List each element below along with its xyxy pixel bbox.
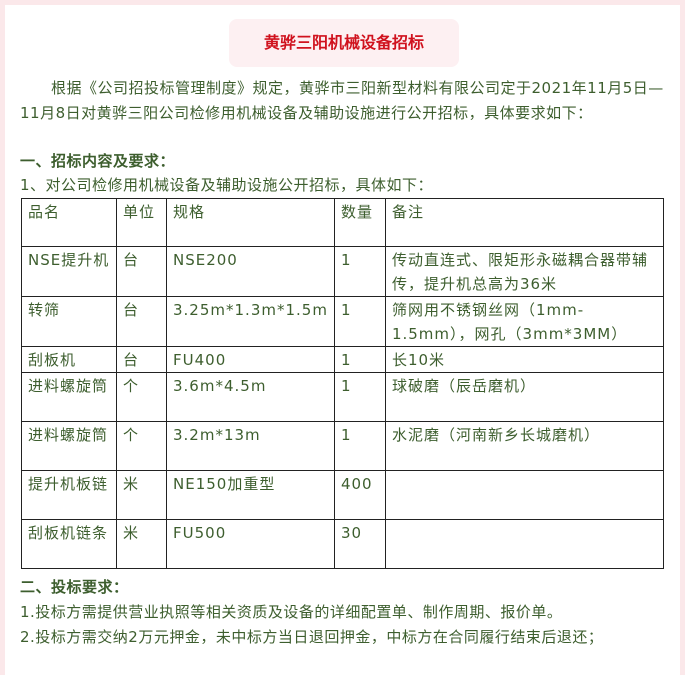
doc-title: 黄骅三阳机械设备招标 (263, 33, 424, 52)
table-cell: NSE200 (166, 246, 335, 297)
header-cell: 备注 (384, 198, 665, 247)
header-cell: 品名 (21, 198, 117, 247)
intro-paragraph: 根据《公司招投标管理制度》规定，黄骅市三阳新型材料有限公司定于2021年11月5… (20, 79, 664, 122)
table-row: 刮板机链条米 FU500 30 (21, 519, 665, 569)
table-cell (384, 470, 665, 520)
table-row: 转筛台 3.25m*1.3m*1.5m 1 筛网用不锈钢丝网（1mm-1.5mm），网… (21, 296, 665, 347)
table-row: 进料螺旋筒个 3.6m*4.5m 1 球破磨（辰岳磨机） (21, 372, 665, 422)
table-cell: 米 (116, 470, 167, 520)
table-cell: 筛网用不锈钢丝网（1mm-1.5mm），网孔（3mm*3MM） (384, 296, 665, 347)
title-banner: 黄骅三阳机械设备招标 (229, 19, 459, 67)
table-cell: 3.6m*4.5m (166, 372, 335, 422)
table-cell: FU500 (166, 519, 335, 569)
table-header-row: 品名 单位 规格 数量 备注 (21, 198, 665, 247)
table-cell: 传动直连式、限矩形永磁耦合器带辅传，提升机总高为36米 (384, 246, 665, 297)
table-cell: 球破磨（辰岳磨机） (384, 372, 665, 422)
header-cell: 单位 (116, 198, 167, 247)
table-cell: 1 (333, 296, 386, 347)
table-row: 提升机板链米 NE150加重型 400 (21, 470, 665, 520)
table-cell: 30 (333, 519, 386, 569)
table-cell (384, 519, 665, 569)
table-row: 刮板机台 FU400 1 长10米 (21, 346, 665, 373)
table-cell: 提升机板链 (21, 470, 117, 520)
table-cell: 进料螺旋筒 (21, 372, 117, 422)
table-cell: 米 (116, 519, 167, 569)
table-cell: 个 (116, 372, 167, 422)
requirement-2: 2.投标方需交纳2万元押金，未中标方当日退回押金，中标方在合同履行结束后退还； (20, 628, 604, 646)
table-cell: 水泥磨（河南新乡长城磨机） (384, 421, 665, 471)
table-cell: 刮板机链条 (21, 519, 117, 569)
table-cell: 台 (116, 246, 167, 297)
requirement-1: 1.投标方需提供营业执照等相关资质及设备的详细配置单、制作周期、报价单。 (20, 603, 563, 621)
header-cell: 规格 (166, 198, 335, 247)
table-cell: 400 (333, 470, 386, 520)
table-cell: 台 (116, 346, 167, 373)
table-cell: 进料螺旋筒 (21, 421, 117, 471)
table-cell: 1 (333, 372, 386, 422)
section-2-heading: 二、投标要求： (20, 578, 129, 596)
table-row: NSE提升机台 NSE200 1 传动直连式、限矩形永磁耦合器带辅传，提升机总高为36… (21, 246, 665, 297)
table-cell: 转筛 (21, 296, 117, 347)
table-cell: 1 (333, 346, 386, 373)
table-cell: 刮板机 (21, 346, 117, 373)
table-cell: FU400 (166, 346, 335, 373)
table-cell: 1 (333, 421, 386, 471)
table-cell: 长10米 (384, 346, 665, 373)
table-row: 进料螺旋筒个 3.2m*13m 1 水泥磨（河南新乡长城磨机） (21, 421, 665, 471)
table-cell: NSE提升机 (21, 246, 117, 297)
table-cell: 1 (333, 246, 386, 297)
table-cell: 3.2m*13m (166, 421, 335, 471)
section-1-heading: 一、招标内容及要求： (20, 152, 176, 170)
table-cell: 3.25m*1.3m*1.5m (166, 296, 335, 347)
equipment-table: 品名 单位 规格 数量 备注 NSE提升机台 NSE200 1 传动直连式、限矩形永磁耦合器带辅… (21, 198, 665, 569)
table-cell: NE150加重型 (166, 470, 335, 520)
table-cell: 个 (116, 421, 167, 471)
table-cell: 台 (116, 296, 167, 347)
header-cell: 数量 (333, 198, 386, 247)
item-1: 1、对公司检修用机械设备及辅助设施公开招标，具体如下： (20, 176, 434, 194)
